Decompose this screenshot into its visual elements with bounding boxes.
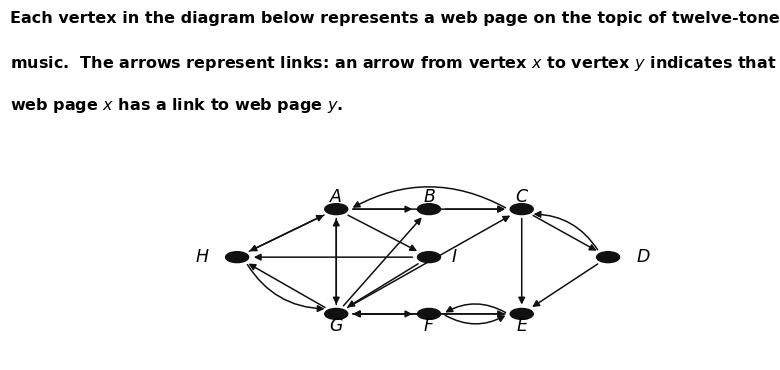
Text: E: E [516, 317, 527, 335]
Circle shape [417, 252, 441, 263]
Circle shape [510, 309, 534, 319]
Text: C: C [516, 188, 528, 206]
Text: F: F [424, 317, 434, 335]
Circle shape [417, 204, 441, 215]
Text: A: A [330, 188, 342, 206]
Text: Each vertex in the diagram below represents a web page on the topic of twelve-to: Each vertex in the diagram below represe… [10, 11, 780, 26]
Text: web page $x$ has a link to web page $y$.: web page $x$ has a link to web page $y$. [10, 96, 343, 115]
Circle shape [324, 204, 348, 215]
Circle shape [225, 252, 249, 263]
Text: G: G [329, 317, 343, 335]
Text: music.  The arrows represent links: an arrow from vertex $x$ to vertex $y$ indic: music. The arrows represent links: an ar… [10, 54, 777, 73]
Text: I: I [452, 248, 457, 266]
Text: D: D [636, 248, 650, 266]
Circle shape [417, 309, 441, 319]
Circle shape [597, 252, 619, 263]
Text: B: B [423, 188, 435, 206]
Circle shape [510, 204, 534, 215]
Text: H: H [195, 248, 208, 266]
Circle shape [324, 309, 348, 319]
